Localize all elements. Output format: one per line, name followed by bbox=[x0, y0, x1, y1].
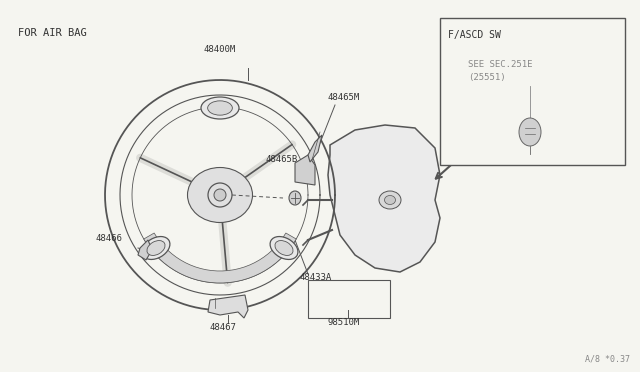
Ellipse shape bbox=[519, 118, 541, 146]
Text: SEE SEC.251E: SEE SEC.251E bbox=[468, 60, 532, 69]
Ellipse shape bbox=[270, 237, 298, 259]
Text: 48465M: 48465M bbox=[328, 93, 360, 102]
Polygon shape bbox=[208, 295, 248, 318]
Polygon shape bbox=[295, 155, 315, 185]
Ellipse shape bbox=[188, 167, 253, 222]
Text: 98510M: 98510M bbox=[328, 318, 360, 327]
Text: FOR AIR BAG: FOR AIR BAG bbox=[18, 28, 87, 38]
Polygon shape bbox=[138, 240, 152, 260]
Ellipse shape bbox=[147, 241, 165, 256]
Ellipse shape bbox=[207, 101, 232, 115]
Text: F/ASCD SW: F/ASCD SW bbox=[448, 30, 501, 40]
Ellipse shape bbox=[214, 189, 226, 201]
Ellipse shape bbox=[142, 237, 170, 259]
Polygon shape bbox=[308, 135, 322, 162]
Text: 48467: 48467 bbox=[210, 323, 237, 332]
Text: A/8 *0.37: A/8 *0.37 bbox=[585, 355, 630, 364]
Ellipse shape bbox=[289, 191, 301, 205]
Polygon shape bbox=[144, 233, 296, 283]
Text: 48433A: 48433A bbox=[300, 273, 332, 282]
Ellipse shape bbox=[201, 97, 239, 119]
Ellipse shape bbox=[208, 183, 232, 207]
Ellipse shape bbox=[379, 191, 401, 209]
Polygon shape bbox=[328, 125, 440, 272]
Text: 48465B: 48465B bbox=[265, 155, 297, 164]
Ellipse shape bbox=[385, 196, 396, 205]
Text: (25551): (25551) bbox=[468, 73, 506, 82]
Text: 48400M: 48400M bbox=[204, 45, 236, 54]
Ellipse shape bbox=[275, 241, 293, 256]
Text: 48466: 48466 bbox=[95, 234, 122, 243]
Bar bbox=[440, 18, 625, 165]
